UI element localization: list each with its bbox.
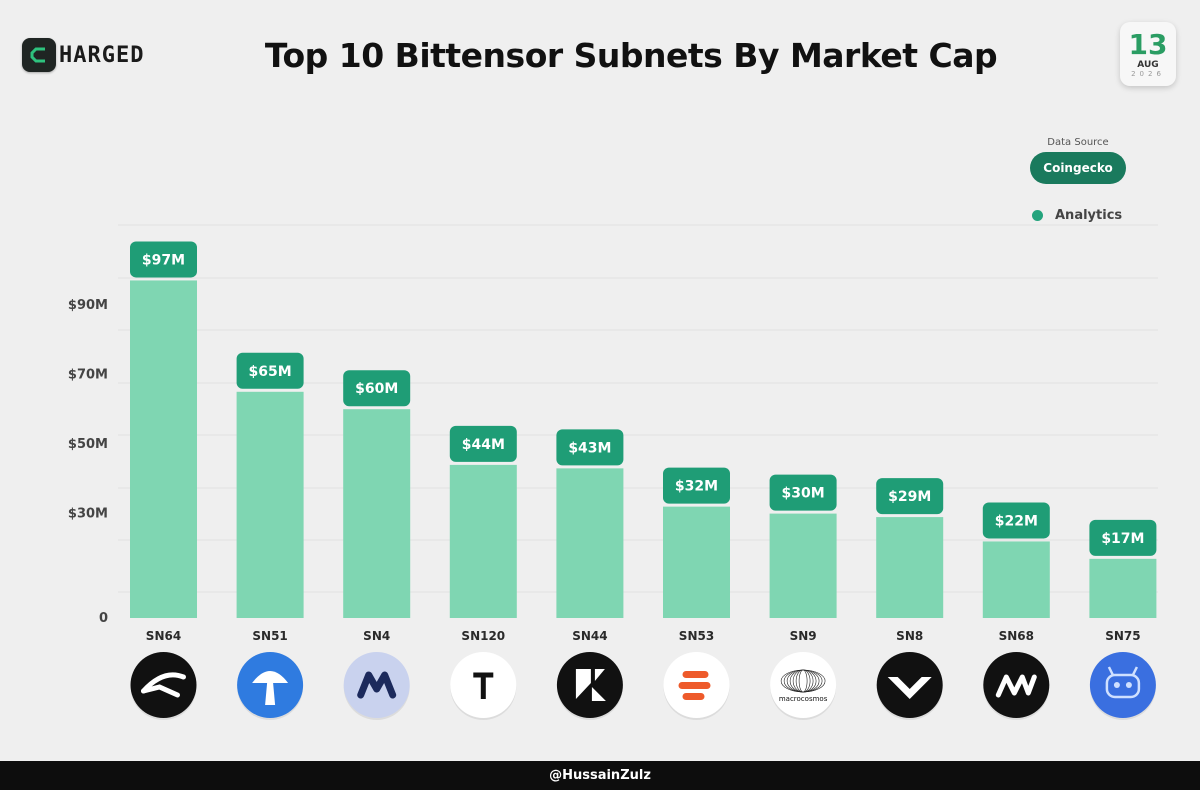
category-label: SN64 <box>146 629 181 643</box>
bar-chart: 0 $30M $50M $70M $90M $97M SN64 $65M SN51 $60M SN… <box>68 224 1158 720</box>
value-label: $32M <box>675 479 718 495</box>
legend-dot-icon <box>1032 210 1043 221</box>
bar-sn68 <box>982 541 1050 618</box>
bar-sn64 <box>130 280 197 618</box>
y-tick-label: 0 <box>99 611 108 626</box>
value-label-bg <box>236 352 304 389</box>
category-label: SN44 <box>572 629 607 643</box>
sn64-logo-icon <box>130 652 197 720</box>
bar-sn53 <box>663 506 730 618</box>
category-label: SN51 <box>252 629 287 643</box>
bar-sn4 <box>343 409 411 618</box>
y-tick-label: $70M <box>68 367 108 382</box>
y-tick-label: $30M <box>68 507 108 522</box>
sn44-logo-icon <box>556 652 623 720</box>
value-label-bg <box>556 429 624 466</box>
value-label: $65M <box>249 364 292 380</box>
value-label-bg <box>769 474 837 511</box>
value-label: $30M <box>782 486 825 502</box>
sn4-logo-icon <box>343 652 410 720</box>
category-label: SN4 <box>363 629 390 643</box>
sn120-t-logo-icon <box>450 652 517 720</box>
y-axis: 0 $30M $50M $70M $90M <box>68 298 108 626</box>
value-label: $43M <box>568 440 611 456</box>
sn51-mushroom-logo-icon <box>237 652 304 720</box>
bar-sn120 <box>449 464 517 618</box>
legend-label: Analytics <box>1055 208 1123 223</box>
data-source-badge: Coingecko <box>1030 152 1126 184</box>
y-tick-label: $50M <box>68 437 108 452</box>
brand-name: HARGED <box>59 42 145 68</box>
sn53-logo-icon <box>663 652 730 720</box>
category-label: SN120 <box>461 629 505 643</box>
bar-sn51 <box>236 391 304 618</box>
category-label: SN75 <box>1105 629 1140 643</box>
value-label-bg <box>876 478 944 515</box>
data-source-label: Data Source <box>1047 137 1109 148</box>
value-label: $60M <box>355 381 398 397</box>
calendar-month: AUG <box>1137 60 1159 70</box>
calendar-year: 2026 <box>1131 70 1165 78</box>
value-label: $17M <box>1101 531 1144 547</box>
date-calendar-badge: 13 AUG 2026 <box>1120 22 1176 86</box>
category-label: SN68 <box>999 629 1034 643</box>
value-label: $97M <box>142 252 185 268</box>
bar-sn9 <box>769 513 837 618</box>
footer-credit: @HussainZulz <box>0 761 1200 790</box>
sn9-icon-text: macrocosmos <box>779 695 828 703</box>
category-label: SN53 <box>679 629 714 643</box>
y-tick-label: $90M <box>68 298 108 313</box>
page-title: Top 10 Bittensor Subnets By Market Cap <box>264 36 998 75</box>
sn75-logo-icon <box>1089 652 1156 720</box>
brand-logo-icon <box>22 38 56 72</box>
sn68-logo-icon <box>983 652 1050 720</box>
category-label: SN9 <box>790 629 817 643</box>
value-label-bg <box>1089 519 1157 556</box>
category-label: SN8 <box>896 629 923 643</box>
value-label: $29M <box>888 489 931 505</box>
sn9-macrocosmos-logo-icon: macrocosmos <box>770 652 837 720</box>
brand-logo: HARGED <box>22 38 144 72</box>
chart-bars: $97M SN64 $65M SN51 $60M SN4 $44M SN120 $43M SN44… <box>130 241 1157 643</box>
value-label: $22M <box>995 513 1038 529</box>
chart-legend: Analytics <box>1032 208 1122 223</box>
calendar-day: 13 <box>1128 28 1168 61</box>
sn8-chevron-logo-icon <box>876 652 943 720</box>
bar-sn75 <box>1089 558 1157 618</box>
value-label-bg <box>663 467 730 504</box>
value-label-bg <box>982 502 1050 539</box>
bar-sn44 <box>556 468 624 618</box>
bar-sn8 <box>876 517 944 618</box>
value-label: $44M <box>462 437 505 453</box>
subnet-icons: macrocosmos <box>130 652 1156 720</box>
value-label-bg <box>343 370 411 407</box>
value-label-bg <box>130 241 197 278</box>
value-label-bg <box>449 425 517 462</box>
